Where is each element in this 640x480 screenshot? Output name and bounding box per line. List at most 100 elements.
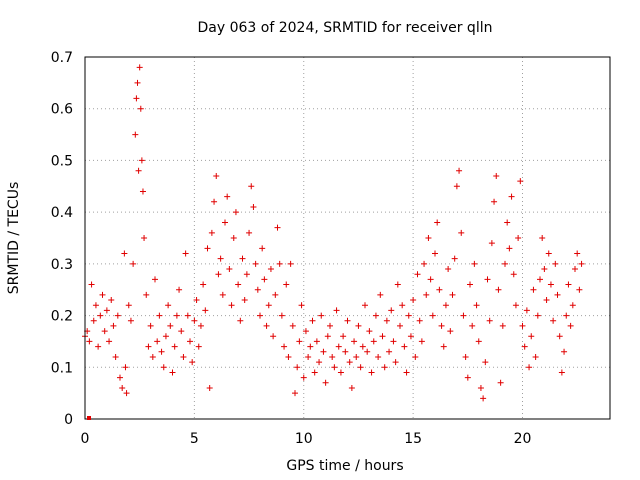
data-point [425,235,432,241]
data-point [537,276,543,283]
data-point [510,271,517,278]
data-point [232,209,239,216]
data-point [423,291,430,298]
data-point [462,353,469,360]
data-point [401,343,408,350]
data-point [289,322,296,329]
data-point [449,291,456,298]
data-point [103,307,110,314]
data-point [377,291,384,298]
data-point [418,338,425,345]
data-point [445,266,452,273]
data-point [403,369,410,376]
data-point [434,219,441,226]
data-point [248,183,255,190]
data-point [392,359,399,366]
data-point [506,245,513,252]
data-point [318,312,325,319]
data-point [438,322,445,329]
data-point [333,307,340,314]
data-point [440,343,447,350]
data-point [195,343,202,350]
data-point [477,384,484,391]
data-point [112,353,119,360]
data-point [399,302,406,309]
data-point [335,343,342,350]
data-point [359,343,366,350]
data-point [114,312,121,319]
data-point [324,333,331,340]
data-point [252,260,259,267]
data-point [88,281,95,288]
data-point [149,353,156,360]
data-point [541,266,548,273]
y-axis-label: SRMTID / TECUs [6,182,22,295]
data-point [469,322,476,329]
data-point [368,369,375,376]
chart-title: Day 063 of 2024, SRMTID for receiver qll… [198,20,493,36]
data-point [167,322,174,329]
data-point [276,260,283,267]
data-point [331,364,338,371]
data-point [366,328,373,335]
data-point [355,322,362,329]
data-point [139,188,146,195]
data-point [370,338,377,345]
data-point [348,384,355,391]
data-point [274,224,281,231]
data-point [259,245,266,252]
data-point [574,250,581,257]
data-point [136,64,143,71]
data-point [456,167,463,174]
data-point [552,260,559,267]
data-point [296,338,303,345]
data-point [243,271,250,278]
data-point [180,353,187,360]
x-axis-label: GPS time / hours [286,458,403,474]
data-point [346,359,353,366]
y-tick-label: 0.3 [51,257,73,273]
data-point [460,312,467,319]
data-point [97,312,104,319]
data-point [497,379,504,386]
y-tick-label: 0.4 [51,205,73,221]
data-point [204,245,211,252]
data-point [351,338,358,345]
data-point [311,369,318,376]
data-point [156,312,163,319]
data-point [239,255,246,262]
data-point [143,291,150,298]
y-tick-label: 0 [64,412,73,428]
data-point [202,307,209,314]
data-point [532,353,539,360]
data-point [519,322,526,329]
data-point [217,255,224,262]
data-point [493,172,500,179]
data-point [215,271,222,278]
data-point [169,369,176,376]
data-point [138,157,145,164]
data-point [307,343,314,350]
data-point [173,312,180,319]
data-point [327,322,333,329]
data-point [543,297,550,304]
data-point [99,291,106,298]
data-point [322,379,329,386]
data-point [451,255,458,262]
data-point [270,333,277,340]
data-point [187,338,193,345]
data-point [267,266,274,273]
data-point [281,343,288,350]
data-point [141,235,148,241]
data-point [254,286,261,293]
data-point [152,276,158,283]
data-point [381,364,388,371]
data-point [158,348,165,355]
x-axis-ticks: 0 5 10 15 20 [81,431,532,447]
data-point [222,219,228,226]
data-point [302,328,309,335]
data-point [127,317,134,324]
data-point [130,260,137,267]
y-tick-label: 0.5 [51,153,73,169]
data-point [364,348,371,355]
